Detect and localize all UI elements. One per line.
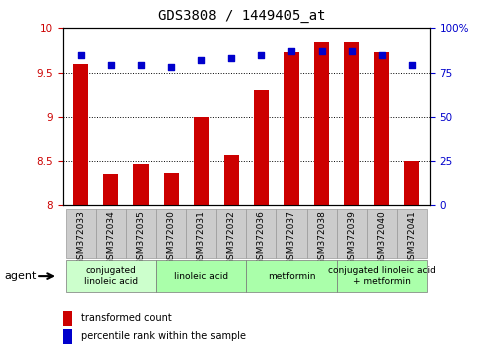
Bar (133, 164, 149, 205)
Text: conjugated
linoleic acid: conjugated linoleic acid (84, 267, 138, 286)
Text: GSM372039: GSM372039 (347, 210, 356, 265)
Bar (126, 209, 156, 258)
Bar (374, 52, 389, 205)
Bar (66, 260, 156, 292)
Point (257, 52, 265, 58)
Bar (156, 260, 246, 292)
Point (77, 52, 85, 58)
Point (198, 57, 205, 63)
Text: GSM372036: GSM372036 (257, 210, 266, 265)
Point (137, 63, 145, 68)
Point (167, 64, 175, 70)
Bar (284, 52, 299, 205)
Bar (246, 260, 337, 292)
Text: GSM372032: GSM372032 (227, 210, 236, 265)
Text: transformed count: transformed count (81, 313, 172, 323)
Point (348, 48, 355, 54)
Text: GSM372030: GSM372030 (167, 210, 176, 265)
Point (227, 56, 235, 61)
Point (378, 52, 385, 58)
Bar (63, 311, 71, 326)
Bar (344, 42, 359, 205)
Bar (404, 161, 419, 205)
Bar (63, 329, 71, 344)
Bar (66, 209, 96, 258)
Bar (103, 174, 118, 205)
Bar (314, 42, 329, 205)
Text: linoleic acid: linoleic acid (174, 272, 228, 281)
Bar (337, 209, 367, 258)
Point (318, 48, 326, 54)
Bar (164, 173, 179, 205)
Bar (254, 90, 269, 205)
Text: percentile rank within the sample: percentile rank within the sample (81, 331, 246, 341)
Text: GSM372038: GSM372038 (317, 210, 326, 265)
Bar (276, 209, 307, 258)
Text: GSM372040: GSM372040 (377, 210, 386, 265)
Text: GSM372041: GSM372041 (407, 210, 416, 265)
Point (408, 63, 416, 68)
Text: GSM372031: GSM372031 (197, 210, 206, 265)
Bar (367, 209, 397, 258)
Bar (194, 117, 209, 205)
Text: GDS3808 / 1449405_at: GDS3808 / 1449405_at (158, 9, 325, 23)
Point (107, 63, 115, 68)
Bar (216, 209, 246, 258)
Bar (337, 260, 427, 292)
Text: conjugated linoleic acid
+ metformin: conjugated linoleic acid + metformin (328, 267, 436, 286)
Bar (73, 64, 88, 205)
Text: GSM372034: GSM372034 (106, 210, 115, 265)
Text: GSM372035: GSM372035 (137, 210, 145, 265)
Bar (397, 209, 427, 258)
Bar (307, 209, 337, 258)
Bar (96, 209, 126, 258)
Text: GSM372037: GSM372037 (287, 210, 296, 265)
Text: agent: agent (5, 271, 37, 281)
Bar (246, 209, 276, 258)
Point (287, 48, 295, 54)
Text: metformin: metformin (268, 272, 315, 281)
Bar (156, 209, 186, 258)
Text: GSM372033: GSM372033 (76, 210, 85, 265)
Bar (224, 155, 239, 205)
Bar (186, 209, 216, 258)
